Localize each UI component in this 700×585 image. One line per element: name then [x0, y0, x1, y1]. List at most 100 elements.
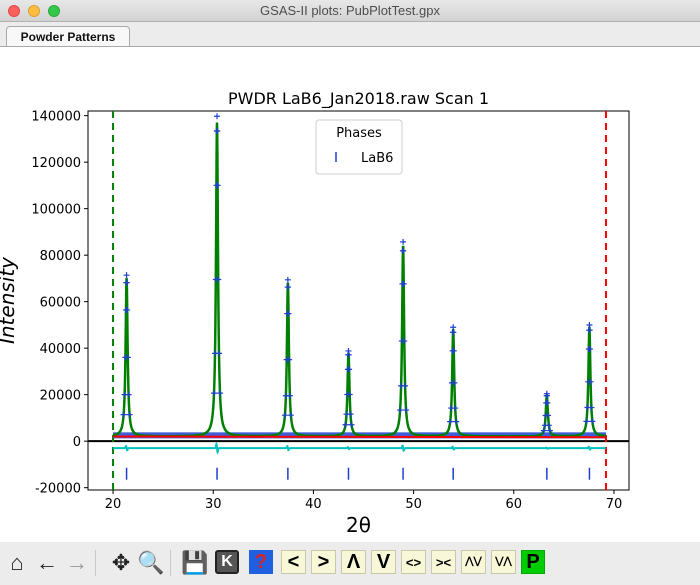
observed-point [285, 284, 292, 291]
up-key[interactable]: Λ [341, 550, 366, 574]
observed-point [287, 412, 294, 419]
observed-point [586, 327, 593, 334]
observed-point [400, 247, 407, 254]
background-curve [113, 435, 606, 439]
zoom-icon[interactable]: 🔍 [137, 550, 165, 575]
observed-point [403, 407, 410, 414]
powder-pattern-chart[interactable]: 20 30 40 50 60 70 -20000 0 20000 40000 60000 80000 1… [0, 47, 700, 543]
x-tick-label: 60 [506, 497, 523, 512]
observed-point [346, 391, 353, 398]
observed-point [589, 418, 596, 425]
observed-point [214, 182, 221, 189]
x-tick-label: 20 [105, 497, 122, 512]
tab-powder-patterns[interactable]: Powder Patterns [6, 26, 130, 48]
toolbar-separator [95, 550, 96, 576]
back-arrow-icon[interactable]: ← [36, 550, 58, 575]
observed-point [545, 412, 552, 419]
x-axis-label: 2θ [346, 513, 371, 537]
difference-curve [113, 441, 606, 455]
x-tick-label: 30 [205, 497, 222, 512]
close-window-button[interactable] [8, 5, 20, 17]
pan-icon[interactable]: ✥ [111, 550, 131, 575]
y-tick-label: 20000 [40, 389, 81, 404]
observed-point [544, 392, 551, 399]
minimize-window-button[interactable] [28, 5, 40, 17]
observed-point [215, 276, 222, 283]
shrink-x-key[interactable]: >< [431, 550, 456, 574]
data-layer [112, 111, 607, 490]
observed-point [342, 421, 349, 428]
plot-canvas[interactable]: 20 30 40 50 60 70 -20000 0 20000 40000 60000 80000 1… [0, 46, 700, 542]
x-tick-label: 40 [305, 497, 322, 512]
window-title: GSAS-II plots: PubPlotTest.gpx [260, 3, 440, 18]
save-icon[interactable]: 💾 [181, 550, 209, 575]
observed-point [400, 280, 407, 287]
expand-y-key[interactable]: ⋀⋁ [461, 550, 486, 574]
observed-point [211, 390, 218, 397]
shrink-y-key[interactable]: ⋁⋀ [491, 550, 516, 574]
observed-point [286, 392, 293, 399]
k-key-icon[interactable]: K [215, 550, 239, 574]
y-tick-label: 40000 [40, 342, 81, 357]
y-tick-label: 80000 [40, 249, 81, 264]
observed-point [347, 411, 354, 418]
x-tick-label: 70 [606, 497, 623, 512]
observed-point [453, 418, 460, 425]
home-icon[interactable]: ⌂ [10, 550, 24, 575]
toolbar-separator [170, 550, 171, 576]
expand-x-key[interactable]: <> [401, 550, 426, 574]
observed-point [214, 113, 221, 120]
observed-point [217, 390, 224, 397]
observed-point [450, 347, 457, 354]
observed-point [545, 422, 552, 429]
observed-point [214, 128, 221, 135]
observed-point [285, 310, 292, 317]
y-tick-label: 60000 [40, 296, 81, 311]
observed-point [348, 421, 355, 428]
observed-point [450, 329, 457, 336]
left-key[interactable]: < [281, 550, 306, 574]
legend-box [315, 119, 403, 175]
observed-point [124, 354, 131, 361]
observed-point [216, 350, 223, 357]
observed-point [123, 279, 130, 286]
y-tick-label: 0 [73, 435, 81, 450]
observed-point [401, 338, 408, 345]
observed-point [286, 356, 293, 363]
axes-frame [87, 110, 630, 491]
y-axis-label: Intensity [0, 256, 19, 344]
observed-point [540, 427, 547, 434]
text-layer: 20 30 40 50 60 70 -20000 0 20000 40000 60000 80000 1… [0, 89, 622, 537]
observed-point [544, 399, 551, 406]
observed-point [583, 418, 590, 425]
y-tick-label: 120000 [31, 156, 81, 171]
observed-point [124, 306, 131, 313]
observed-point [125, 391, 132, 398]
legend: Phases LaB6 [315, 119, 403, 175]
observed-point [123, 272, 130, 279]
p-key[interactable]: P [521, 550, 545, 574]
chart-title: PWDR LaB6_Jan2018.raw Scan 1 [228, 89, 489, 109]
tab-bar: Powder Patterns [0, 22, 700, 48]
observed-point [452, 405, 459, 412]
observed-point [345, 351, 352, 358]
toolbar: ⌂ ← → ✥ 🔍 💾 K? < > Λ V <> >< ⋀⋁ ⋁⋀ P [0, 542, 700, 585]
observed-point [126, 411, 133, 418]
help-icon[interactable]: ? [249, 550, 273, 574]
right-key[interactable]: > [311, 550, 336, 574]
forward-arrow-icon[interactable]: → [66, 550, 88, 575]
observed-point [587, 346, 594, 353]
observed-point [397, 407, 404, 414]
zoom-window-button[interactable] [48, 5, 60, 17]
y-tick-label: 140000 [31, 110, 81, 125]
observed-point [447, 418, 454, 425]
observed-point [400, 238, 407, 245]
observed-point [546, 427, 553, 434]
x-tick-label: 50 [405, 497, 422, 512]
observed-point [588, 404, 595, 411]
observed-point [402, 382, 409, 389]
legend-entry: LaB6 [361, 151, 393, 166]
y-tick-label: 100000 [31, 203, 81, 218]
down-key[interactable]: V [371, 550, 396, 574]
observed-point [284, 276, 291, 283]
